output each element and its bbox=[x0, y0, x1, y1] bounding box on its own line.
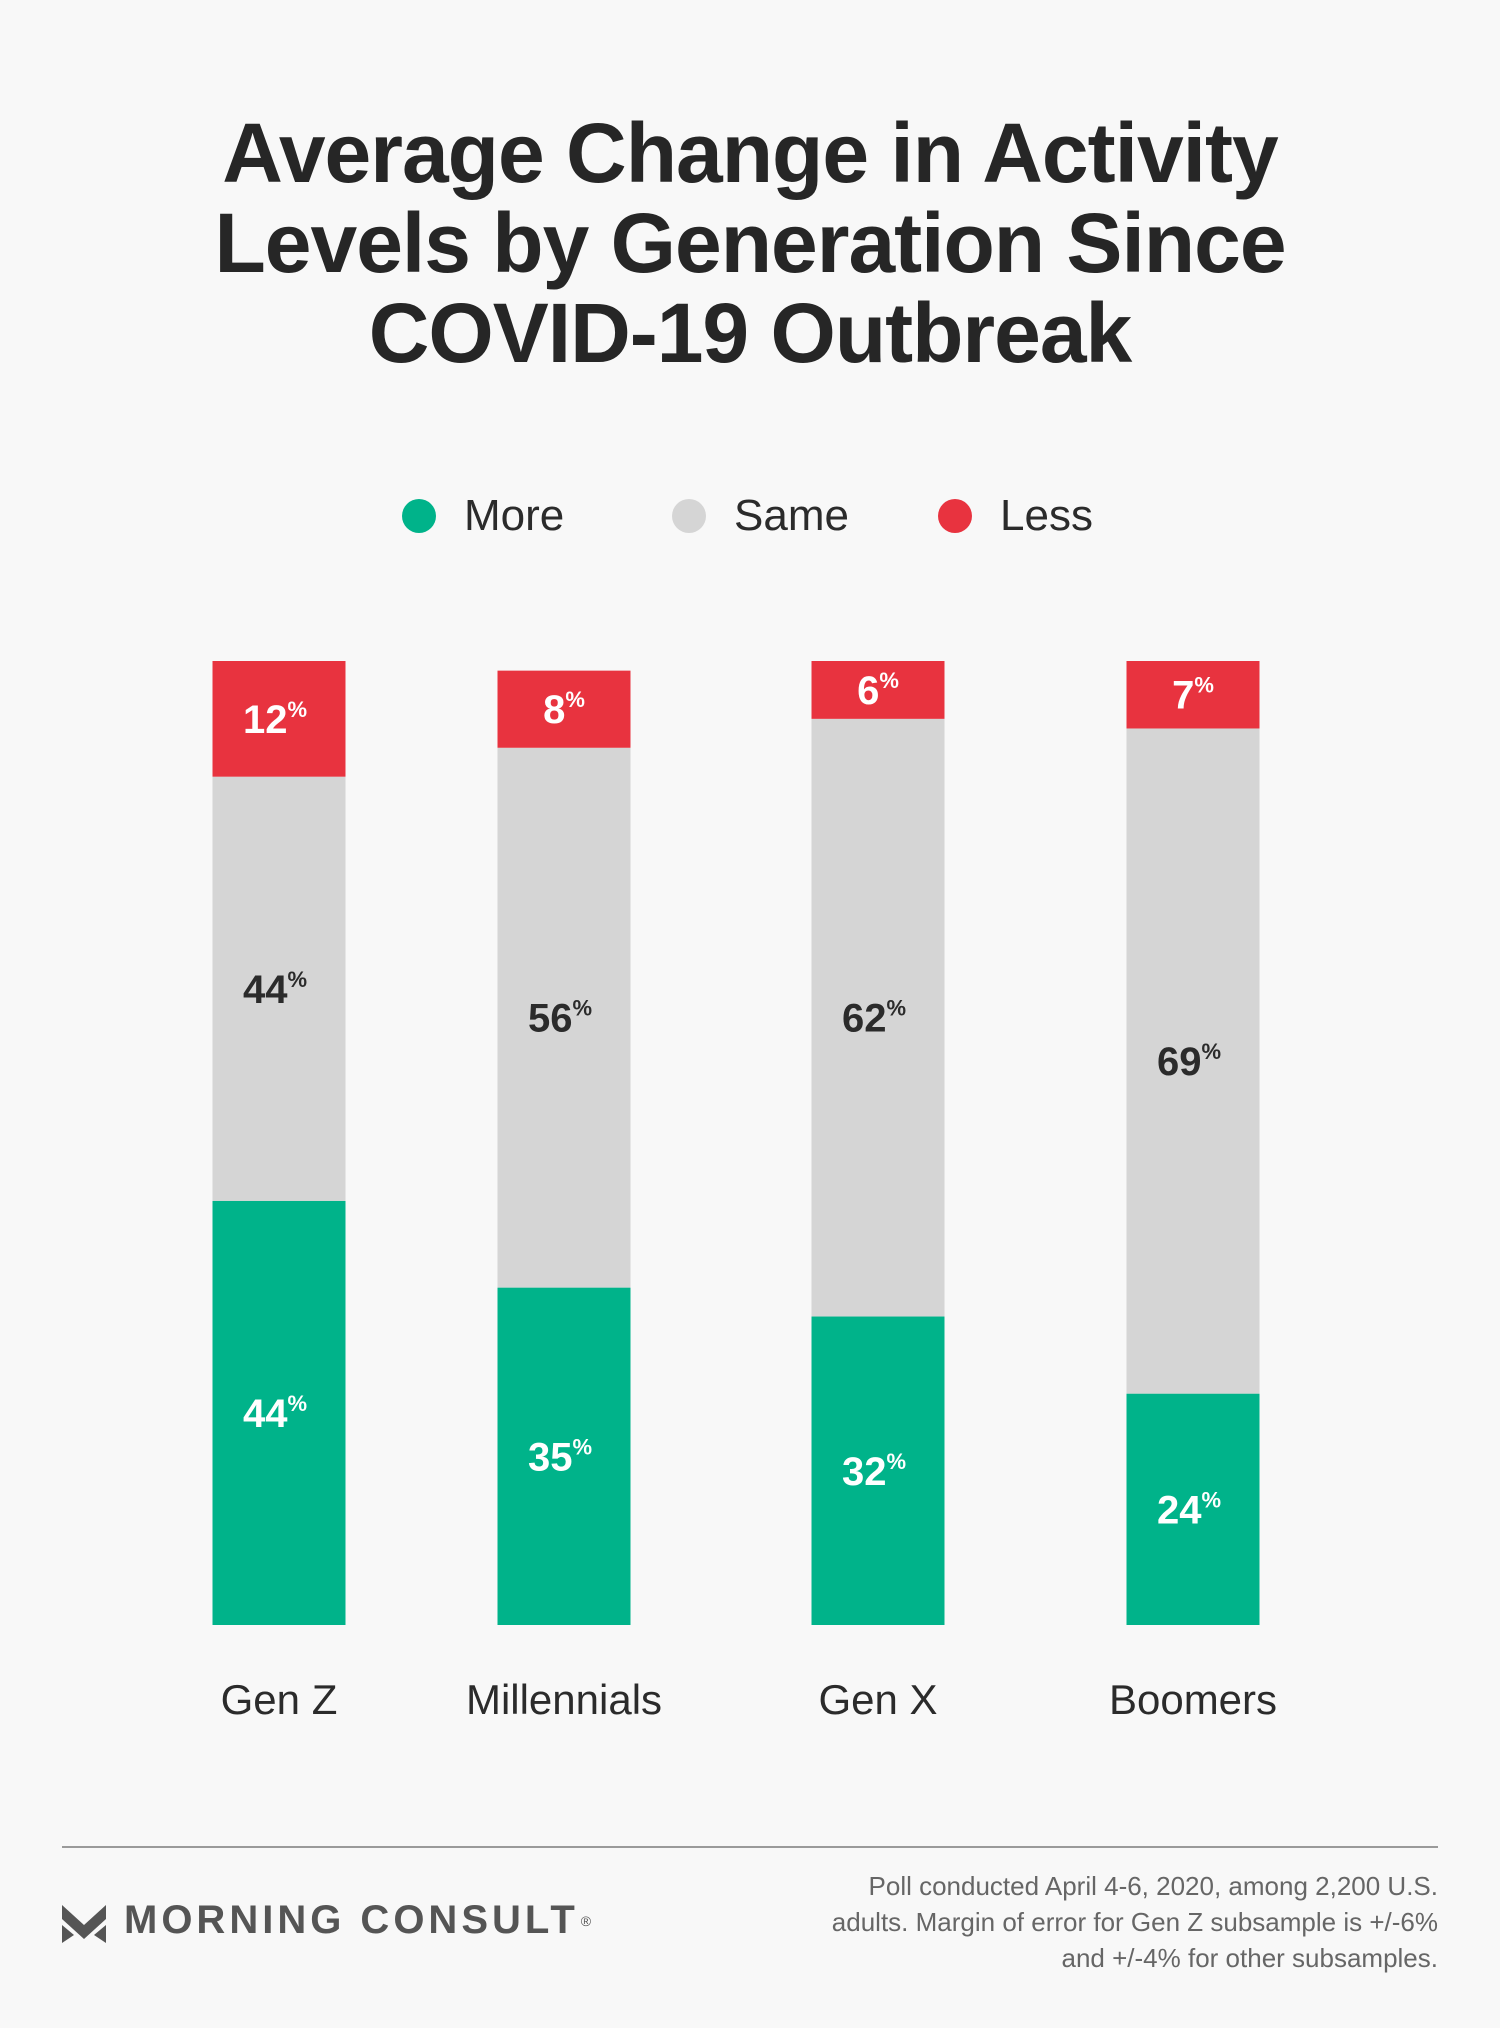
legend-label-same: Same bbox=[734, 491, 849, 540]
stacked-bar-chart: 44%44%12%Gen Z35%56%8%Millennials32%62%6… bbox=[212, 661, 1277, 1723]
bar-boomers-less bbox=[1126, 661, 1260, 729]
footnote-line-2: adults. Margin of error for Gen Z subsam… bbox=[831, 1907, 1438, 1937]
legend-item-same: Same bbox=[672, 486, 849, 546]
value-label-millennials-more: 35% bbox=[528, 1434, 592, 1479]
legend-dot-less bbox=[938, 499, 972, 533]
legend-dot-same bbox=[672, 499, 706, 533]
category-label-gen-x: Gen X bbox=[818, 1676, 937, 1723]
legend-dot-more bbox=[402, 499, 436, 533]
footnote-line-1: Poll conducted April 4-6, 2020, among 2,… bbox=[868, 1871, 1438, 1901]
title-line-2: Levels by Generation Since bbox=[214, 196, 1286, 290]
logo-registered-mark: ® bbox=[580, 1912, 592, 1929]
footnote: Poll conducted April 4-6, 2020, among 2,… bbox=[718, 1868, 1438, 1976]
title-line-3: COVID-19 Outbreak bbox=[368, 286, 1133, 380]
morning-consult-logo: MORNING CONSULT ® bbox=[62, 1898, 591, 1943]
bar-millennials-more bbox=[497, 1287, 631, 1625]
footnote-line-3: and +/-4% for other subsamples. bbox=[1061, 1943, 1438, 1973]
category-label-boomers: Boomers bbox=[1109, 1676, 1277, 1723]
footer-divider bbox=[62, 1846, 1438, 1848]
legend-label-more: More bbox=[464, 491, 565, 540]
bar-gen-z-more bbox=[212, 1200, 346, 1625]
category-label-gen-z: Gen Z bbox=[221, 1676, 338, 1723]
bar-millennials-less bbox=[497, 670, 631, 748]
bar-gen-z-same bbox=[212, 776, 346, 1201]
legend-item-more: More bbox=[402, 486, 564, 546]
value-label-boomers-more: 24% bbox=[1157, 1487, 1221, 1532]
bar-boomers-more bbox=[1126, 1393, 1260, 1625]
legend-item-less: Less bbox=[938, 486, 1093, 546]
value-label-gen-x-less: 6% bbox=[857, 668, 899, 713]
bar-gen-x-same bbox=[811, 718, 945, 1317]
bar-gen-x-less bbox=[811, 661, 945, 719]
title-line-1: Average Change in Activity bbox=[222, 106, 1278, 200]
value-label-gen-z-same: 44% bbox=[243, 967, 307, 1012]
legend-label-less: Less bbox=[1000, 491, 1093, 540]
bar-millennials-same bbox=[497, 747, 631, 1288]
logo-wordmark: MORNING CONSULT bbox=[124, 1898, 579, 1942]
bar-boomers-same bbox=[1126, 728, 1260, 1394]
morning-consult-logo-icon bbox=[62, 1904, 106, 1943]
category-label-millennials: Millennials bbox=[466, 1676, 662, 1723]
bar-gen-x-more bbox=[811, 1316, 945, 1625]
legend: More Same Less bbox=[0, 486, 1500, 546]
bar-gen-z-less bbox=[212, 661, 346, 777]
chart-title: Average Change in Activity Levels by Gen… bbox=[100, 108, 1400, 378]
